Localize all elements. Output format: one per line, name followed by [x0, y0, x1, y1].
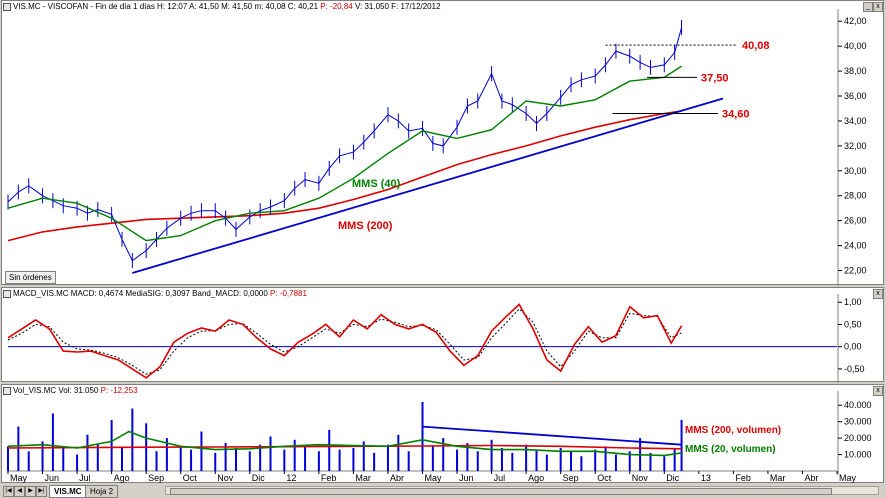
- tab-hoja-2[interactable]: Hoja 2: [85, 485, 119, 498]
- x-tick-label: Abr: [804, 473, 818, 483]
- price-title: VIS.MC - VISCOFAN - Fin de día 1 días H:…: [13, 2, 319, 11]
- mms-200-line: [7, 110, 682, 242]
- last-sheet-icon[interactable]: ▶|: [36, 486, 47, 497]
- macd-line: [7, 303, 683, 379]
- volume-panel[interactable]: Vol_VIS.MC Vol: 31.050 P: -12,253 x 10.0…: [1, 384, 884, 483]
- horizontal-scrollbar[interactable]: [165, 486, 879, 495]
- volume-title: Vol_VIS.MC Vol: 31.050: [13, 386, 99, 395]
- x-tick-label: 13: [701, 473, 711, 483]
- x-tick-label: Ago: [528, 473, 544, 483]
- x-tick-label: Jun: [459, 473, 474, 483]
- vol-mms-200-label: MMS (200, volumen): [685, 425, 781, 436]
- x-tick-label: 12: [286, 473, 296, 483]
- tab-vis-mc[interactable]: VIS.MC: [49, 485, 87, 498]
- close-panel-icon[interactable]: x: [873, 2, 883, 12]
- y-tick-label: -0,50: [844, 364, 865, 374]
- x-tick-label: Jun: [45, 473, 60, 483]
- y-tick-label: 28,00: [844, 191, 867, 201]
- mms-40-label: MMS (40): [352, 178, 401, 190]
- panel-menu-icon[interactable]: [3, 387, 11, 395]
- y-tick-label: 1,00: [844, 297, 862, 307]
- y-tick-label: 22,00: [844, 266, 867, 276]
- y-tick-label: 24,00: [844, 241, 867, 251]
- x-tick-label: Sep: [563, 473, 579, 483]
- close-panel-icon[interactable]: x: [873, 386, 883, 396]
- level-label-40-08: 40,08: [742, 40, 770, 52]
- price-chart: 22,00 24,00 26,00 28,00 30,00 32,00 34,00 36,00…: [7, 9, 867, 286]
- y-tick-label: 30,00: [844, 166, 867, 176]
- x-tick-label: Mar: [770, 473, 786, 483]
- y-tick-label: 26,00: [844, 216, 867, 226]
- macd-change: P: -0,7881: [270, 289, 307, 298]
- x-tick-label: Abr: [390, 473, 404, 483]
- volume-chart: 10.000 20.000 30.000 40.000 MMS (200, volume…: [7, 391, 872, 483]
- y-tick-label: 40.000: [844, 400, 872, 410]
- x-tick-label: Nov: [217, 473, 234, 483]
- macd-chart: 1,00 0,50 0,00 -0,50: [7, 294, 865, 383]
- orders-button[interactable]: Sin órdenes: [5, 271, 56, 284]
- price-panel[interactable]: VIS.MC - VISCOFAN - Fin de día 1 días H:…: [1, 0, 884, 286]
- x-tick-label: Dic: [252, 473, 265, 483]
- price-change: P: -20,84: [320, 2, 353, 11]
- x-tick-label: Feb: [735, 473, 751, 483]
- y-tick-label: 30.000: [844, 417, 872, 427]
- y-tick-label: 38,00: [844, 66, 867, 76]
- x-tick-label: May: [425, 473, 443, 483]
- macd-panel[interactable]: MACD_VIS.MC MACD: 0,4674 MediaSIG: 0,309…: [1, 287, 884, 383]
- support-trendline: [132, 97, 724, 274]
- x-tick-label: Mar: [355, 473, 371, 483]
- x-tick-label: Oct: [597, 473, 612, 483]
- x-tick-label: Jul: [494, 473, 506, 483]
- x-tick-label: Nov: [632, 473, 649, 483]
- scrollbar-thumb[interactable]: [170, 488, 832, 495]
- y-tick-label: 0,00: [844, 342, 862, 352]
- x-tick-label: Jul: [79, 473, 91, 483]
- volume-trendline: [422, 425, 682, 446]
- level-label-37-50: 37,50: [701, 72, 729, 84]
- close-panel-icon[interactable]: x: [873, 289, 883, 299]
- x-tick-label: Oct: [183, 473, 198, 483]
- y-tick-label: 36,00: [844, 91, 867, 101]
- y-tick-label: 32,00: [844, 141, 867, 151]
- y-tick-label: 42,00: [844, 16, 867, 26]
- vol-mms-20-line: [7, 430, 682, 457]
- panel-menu-icon[interactable]: [3, 3, 11, 11]
- y-tick-label: 0,50: [844, 319, 862, 329]
- next-sheet-icon[interactable]: ▶: [25, 486, 36, 497]
- x-tick-label: Feb: [321, 473, 337, 483]
- x-tick-label: May: [839, 473, 857, 483]
- x-tick-label: May: [10, 473, 28, 483]
- panel-menu-icon[interactable]: [3, 290, 11, 298]
- first-sheet-icon[interactable]: |◀: [3, 486, 14, 497]
- volume-change: P: -12,253: [100, 386, 138, 395]
- x-tick-label: Sep: [148, 473, 164, 483]
- level-label-34-60: 34,60: [722, 108, 750, 120]
- y-tick-label: 34,00: [844, 116, 867, 126]
- y-tick-label: 10.000: [844, 450, 872, 460]
- price-line: [7, 27, 683, 262]
- y-tick-label: 40,00: [844, 41, 867, 51]
- prev-sheet-icon[interactable]: ◀: [14, 486, 25, 497]
- y-tick-label: 20.000: [844, 433, 872, 443]
- vol-mms-20-label: MMS (20, volumen): [685, 444, 776, 455]
- macd-title: MACD_VIS.MC MACD: 0,4674 MediaSIG: 0,309…: [13, 289, 268, 298]
- x-tick-label: Ago: [114, 473, 130, 483]
- mms-200-label: MMS (200): [338, 220, 393, 232]
- signal-line: [7, 308, 682, 375]
- minimize-panel-icon[interactable]: _: [863, 2, 873, 12]
- x-tick-label: Dic: [666, 473, 679, 483]
- sheet-tab-bar: |◀ ◀ ▶ ▶| VIS.MC Hoja 2: [0, 484, 886, 498]
- mms-40-line: [7, 65, 682, 242]
- price-volume-date: V: 31.050 F: 17/12/2012: [354, 2, 441, 11]
